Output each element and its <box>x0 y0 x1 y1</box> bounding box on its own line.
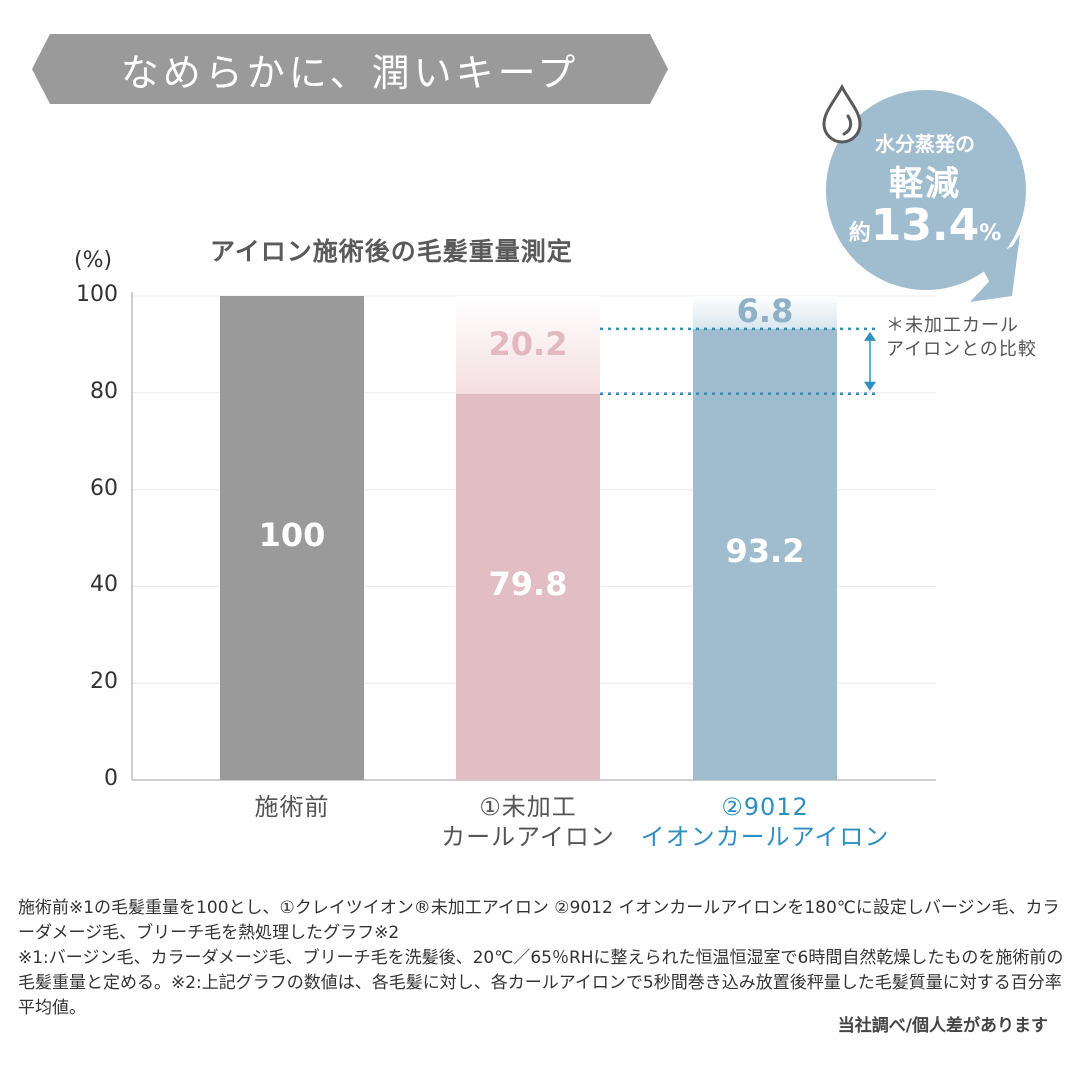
bar-value-label-1: 79.8 <box>488 564 568 603</box>
y-tick-60: 60 <box>90 475 118 501</box>
comparison-note-line-1: ＊未加工カール <box>886 315 1019 336</box>
y-tick-20: 20 <box>90 669 118 695</box>
headline-text: なめらかに、潤いキープ <box>120 50 580 95</box>
banner-shape <box>32 34 668 104</box>
y-tick-0: 0 <box>104 766 118 791</box>
bubble-line-1: 水分蒸発の <box>875 132 975 156</box>
bar-0 <box>220 296 364 780</box>
y-tick-100: 100 <box>76 282 118 307</box>
category-label-1: ①未加工 カールアイロン <box>398 792 658 852</box>
bubble-line-2: 軽減 <box>889 164 961 204</box>
bar-2 <box>693 328 837 780</box>
chart-title: アイロン施術後の毛髪重量測定 <box>210 237 573 266</box>
category-label-0: 施術前 <box>162 792 422 822</box>
bar-chart <box>131 292 936 781</box>
reduction-bubble: 水分蒸発の 軽減 約13.4% <box>820 84 1070 314</box>
water-drop-icon <box>822 84 862 144</box>
loss-value-label-2: 6.8 <box>736 292 794 331</box>
loss-value-label-1: 20.2 <box>488 324 568 363</box>
comparison-note: ＊未加工カール アイロンとの比較 <box>886 314 1037 362</box>
bar-value-label-2: 93.2 <box>725 532 805 571</box>
bubble-prefix: 約 <box>848 221 871 246</box>
comparison-note-line-2: アイロンとの比較 <box>886 339 1037 360</box>
y-tick-80: 80 <box>90 378 118 404</box>
category-label-1-line-0: ①未加工 <box>479 793 577 821</box>
y-axis-unit: (%) <box>74 248 113 273</box>
loss-segment-2 <box>693 296 837 329</box>
compare-arrow-down-head <box>864 381 876 391</box>
headline-banner: なめらかに、潤いキープ <box>32 34 668 104</box>
compare-arrow-up-head <box>864 331 876 341</box>
category-label-2: ②9012 イオンカールアイロン <box>635 792 895 852</box>
credit-note: 当社調べ/個人差があります <box>837 1016 1048 1036</box>
category-label-2-line-1: イオンカールアイロン <box>640 823 890 851</box>
bar-1 <box>456 393 600 780</box>
bar-value-label-0: 100 <box>258 516 326 554</box>
bubble-value: 約13.4% <box>820 200 1030 251</box>
y-tick-40: 40 <box>90 572 118 598</box>
bubble-shape <box>826 90 1026 302</box>
bubble-unit: % <box>979 221 1002 246</box>
category-label-0-line-0: 施術前 <box>254 793 330 821</box>
footnote: 施術前※1の毛髪重量を100とし、①クレイツイオン®未加工アイロン ②9012 … <box>18 898 1064 1018</box>
loss-segment-1 <box>456 296 600 394</box>
bubble-number: 13.4 <box>870 200 980 251</box>
category-label-1-line-1: カールアイロン <box>441 823 615 851</box>
category-label-2-line-0: ②9012 <box>721 793 809 821</box>
